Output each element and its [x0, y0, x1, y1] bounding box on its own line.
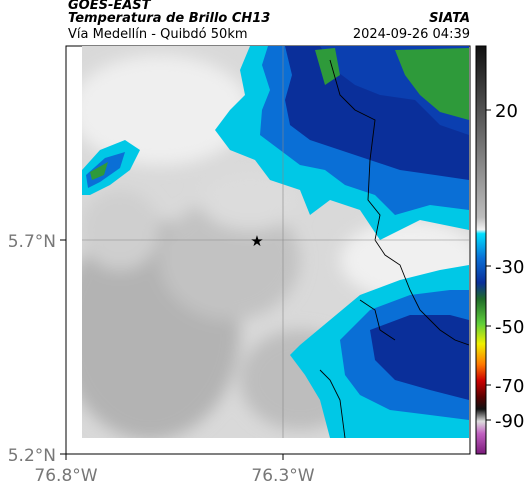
- lon-tick-label: 76.3°W: [251, 466, 314, 486]
- colorbar-tick-label: -70: [495, 376, 524, 397]
- lat-tick-label: 5.2°N: [8, 446, 56, 466]
- product-title: Temperatura de Brillo CH13: [68, 11, 271, 26]
- colorbar-tick-label: -30: [495, 257, 524, 278]
- colorbar-tick-label: -90: [495, 411, 524, 432]
- colorbar-tick-label: -50: [495, 317, 524, 338]
- datetime-label: 2024-09-26 04:39: [352, 27, 470, 42]
- location-star-icon: ★: [250, 232, 263, 250]
- satellite-title: GOES-EAST: [68, 0, 151, 13]
- colorbar-tick-label: 20: [495, 101, 518, 122]
- lat-tick-label: 5.7°N: [8, 232, 56, 252]
- lon-tick-label: 76.8°W: [34, 466, 97, 486]
- agency-label: SIATA: [429, 11, 470, 26]
- region-label: Vía Medellín - Quibdó 50km: [68, 27, 248, 42]
- brightness-temperature-image: [82, 46, 469, 438]
- colorbar: [475, 45, 487, 455]
